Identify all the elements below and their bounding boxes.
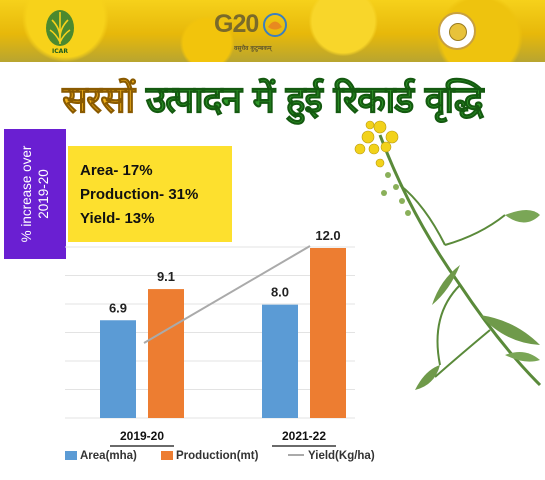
bar-area-2021-22 [262,304,298,418]
data-label-area-2021-22: 8.0 [271,285,289,300]
icar-logo-icon [46,10,74,46]
legend-label-yield: Yield(Kg/ha) [308,450,375,462]
bar-production-2019-20 [148,289,184,418]
legend-item-production: Production(mt) [161,450,258,462]
legend-swatch-yield [288,454,304,456]
stats-box: Area- 17% Production- 31% Yield- 13% [68,146,232,242]
data-label-area-2019-20: 6.9 [109,300,127,315]
g20-logo-text: G20 [214,10,259,38]
data-label-production-2019-20: 9.1 [157,269,175,284]
legend-swatch-production [161,451,173,460]
stat-production: Production- 31% [80,186,199,203]
bar-area-2019-20 [100,320,136,418]
legend-swatch-area [65,451,77,460]
yield-line [143,245,311,344]
legend-label-area: Area(mha) [80,450,137,462]
header-banner: ICAR G20 वसुधैव कुटुम्बकम् [0,0,545,62]
stat-yield: Yield- 13% [80,210,155,227]
title-part-1: सरसों [62,78,146,122]
side-label-box [4,129,66,259]
g20-logo: G20 वसुधैव कुटुम्बकम् [214,10,292,56]
legend-label-production: Production(mt) [176,450,259,462]
legend-item-area: Area(mha) [65,450,137,462]
category-label-2019-20: 2019-20 [120,429,164,443]
stat-area: Area- 17% [80,162,153,179]
icar-logo-text: ICAR [52,48,68,55]
legend-item-yield: Yield(Kg/ha) [288,450,375,462]
mustard-plant-icon [354,120,542,390]
institute-seal-icon [438,12,476,50]
page-title: सरसों उत्पादन में हुई रिकार्ड वृद्धि [0,72,545,123]
category-label-2021-22: 2021-22 [282,429,326,443]
g20-tagline: वसुधैव कुटुम्बकम् [234,45,272,52]
data-label-production-2021-22: 12.0 [315,228,340,243]
title-part-2: उत्पादन में हुई रिकार्ड वृद्धि [145,78,484,122]
bar-production-2021-22 [310,248,346,418]
lotus-globe-icon [263,13,287,37]
